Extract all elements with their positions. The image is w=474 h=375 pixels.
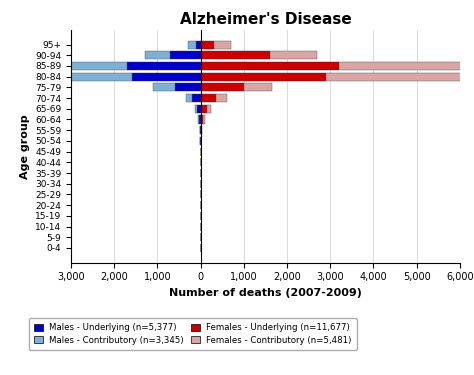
Bar	[244, 83, 272, 92]
Bar	[214, 40, 231, 49]
Bar	[198, 116, 199, 123]
Bar	[153, 83, 175, 92]
Bar	[201, 116, 203, 123]
Legend: Males - Underlying (n=5,377), Males - Contributory (n=3,345), Females - Underlyi: Males - Underlying (n=5,377), Males - Co…	[29, 318, 357, 350]
Bar	[201, 105, 207, 113]
Bar	[192, 94, 201, 102]
Bar	[171, 51, 201, 59]
Bar	[199, 116, 201, 123]
Y-axis label: Age group: Age group	[19, 114, 29, 178]
Bar	[195, 105, 197, 113]
Bar	[326, 73, 473, 81]
Bar	[127, 62, 201, 70]
Bar	[201, 83, 244, 92]
Bar	[132, 73, 201, 81]
X-axis label: Number of deaths (2007-2009): Number of deaths (2007-2009)	[169, 288, 362, 298]
Bar	[185, 94, 192, 102]
Title: Alzheimer's Disease: Alzheimer's Disease	[180, 12, 351, 27]
Bar	[201, 62, 339, 70]
Bar	[49, 73, 132, 81]
Bar	[201, 94, 216, 102]
Bar	[201, 51, 270, 59]
Bar	[41, 62, 127, 70]
Bar	[175, 83, 201, 92]
Bar	[201, 73, 326, 81]
Bar	[216, 94, 227, 102]
Bar	[207, 105, 211, 113]
Bar	[339, 62, 474, 70]
Bar	[270, 51, 317, 59]
Bar	[203, 116, 205, 123]
Bar	[145, 51, 171, 59]
Bar	[188, 40, 196, 49]
Bar	[201, 40, 214, 49]
Bar	[196, 40, 201, 49]
Bar	[197, 105, 201, 113]
